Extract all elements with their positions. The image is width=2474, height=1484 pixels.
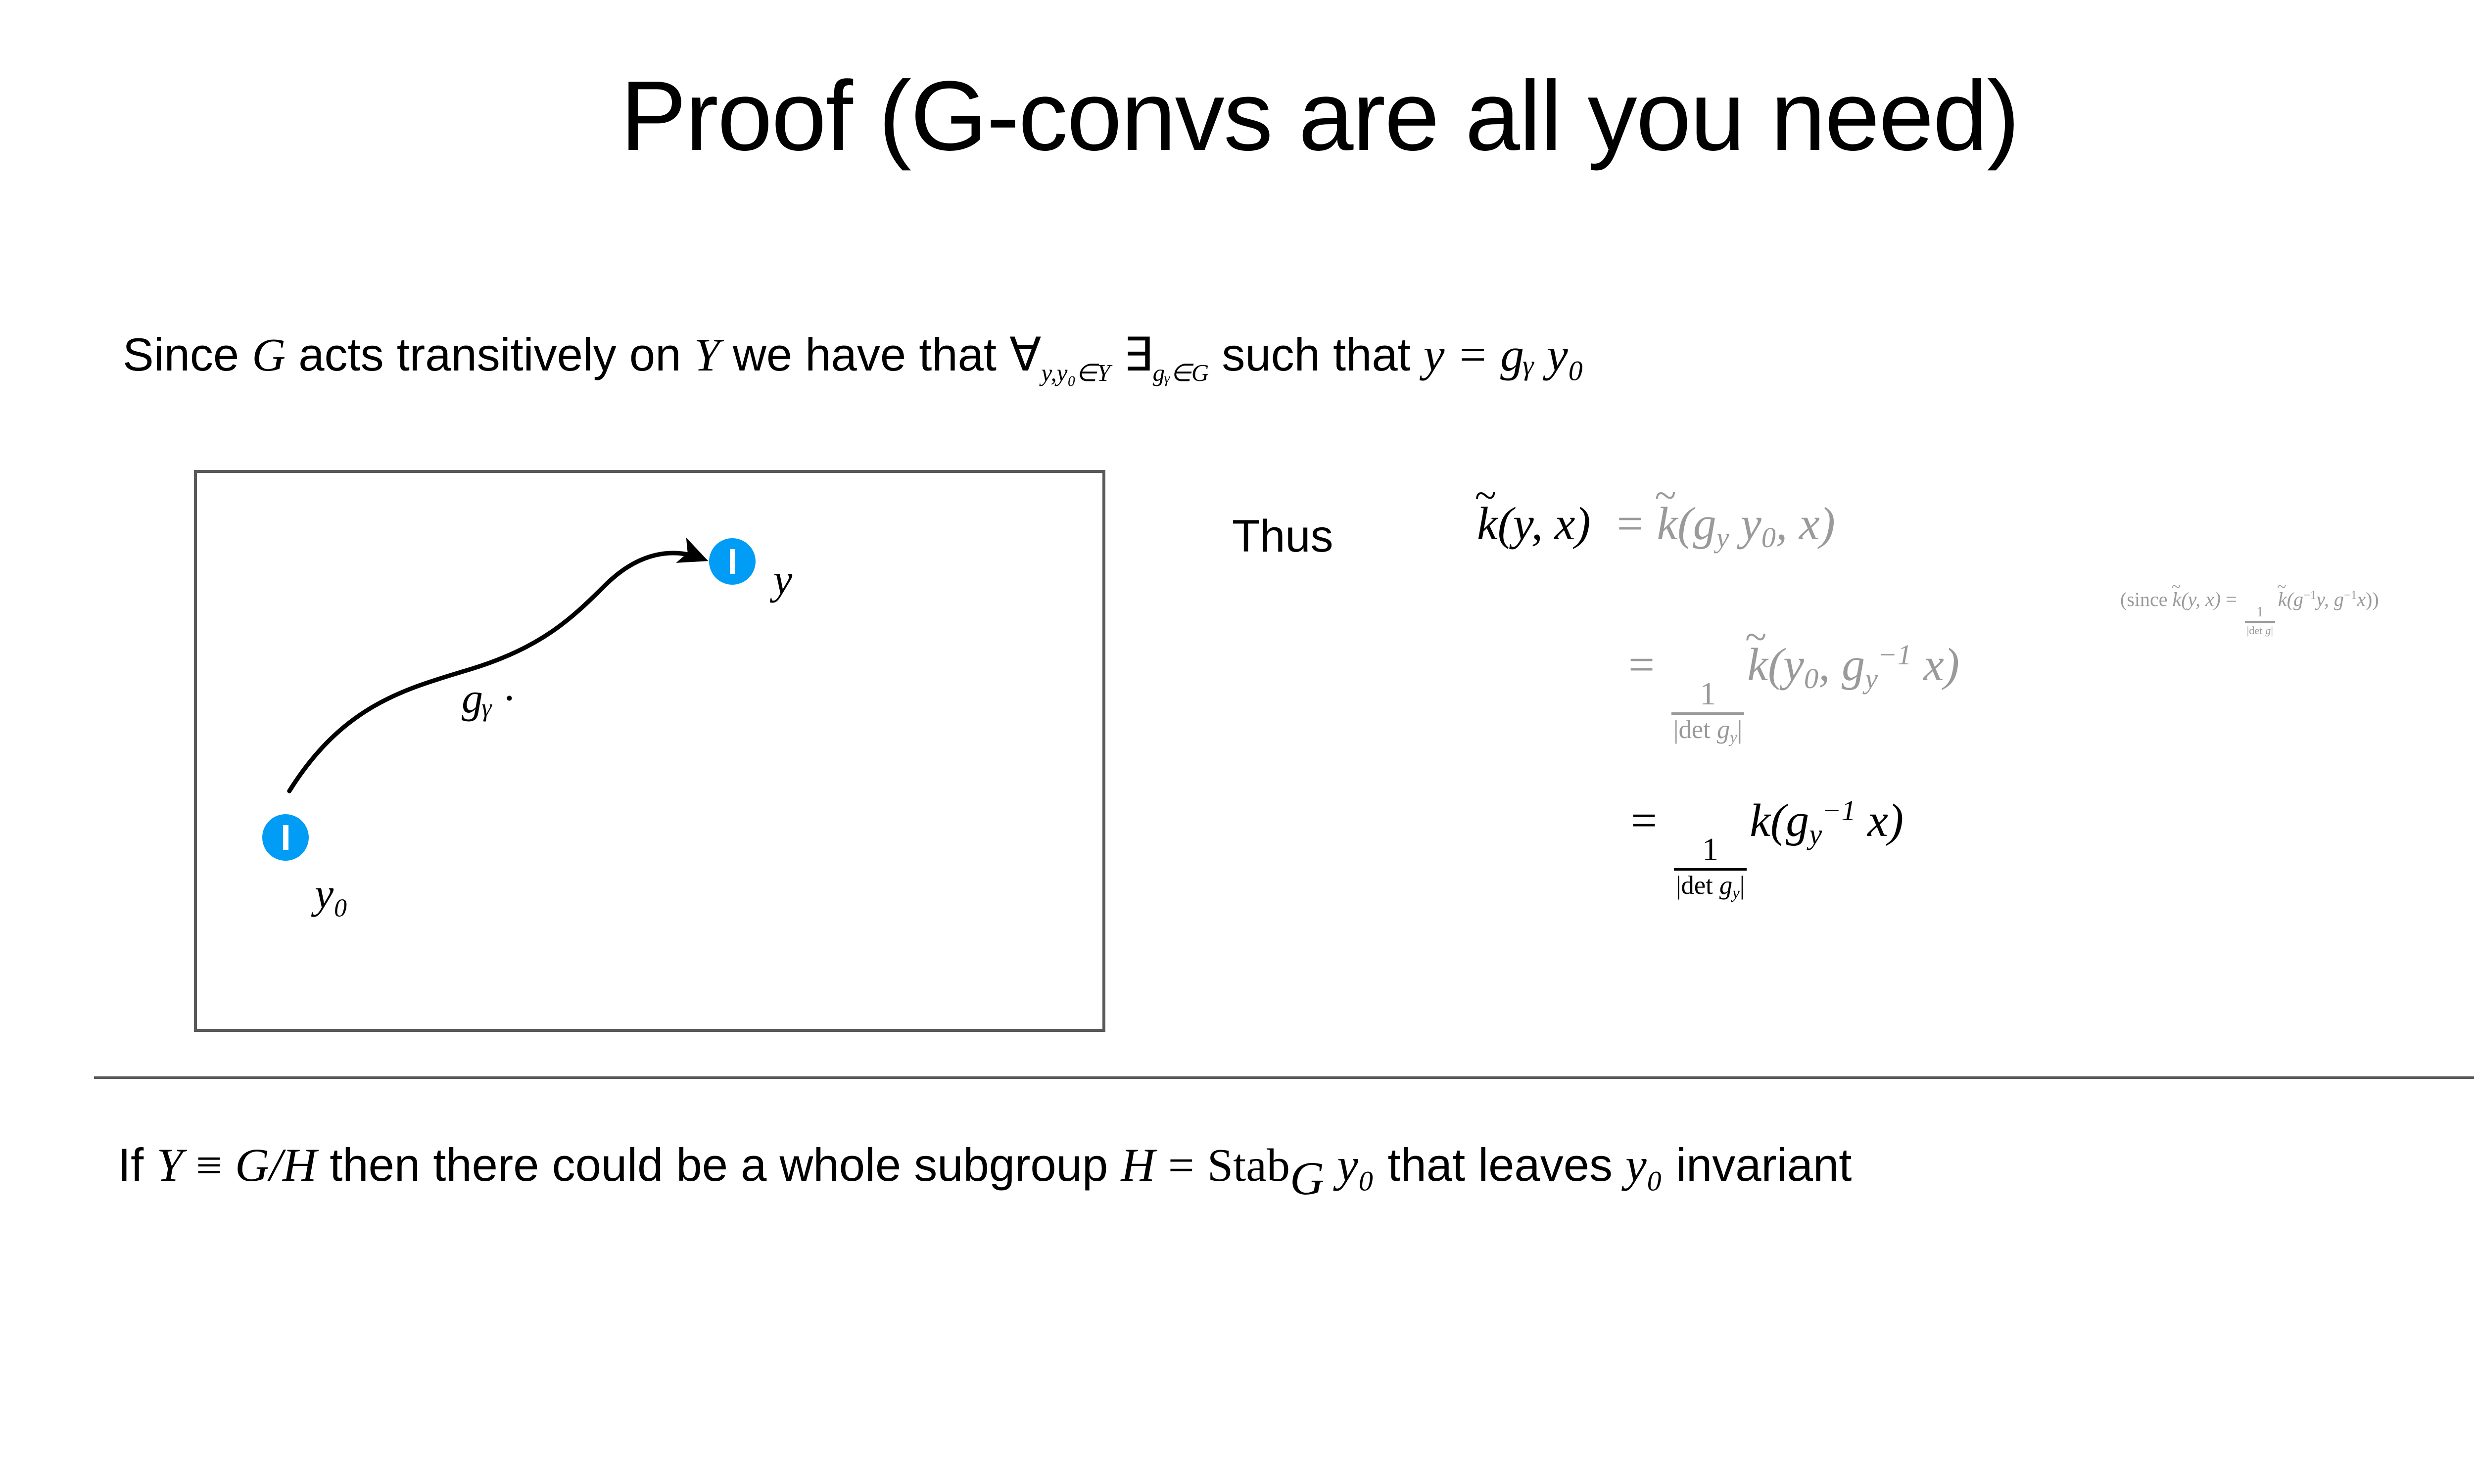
bottom-text-1: If (118, 1139, 157, 1191)
node-label-y0: y₀ (315, 870, 349, 917)
fraction-numerator: 1 (2256, 604, 2264, 620)
transitivity-text-4: such that (1209, 328, 1424, 380)
bottom-text-2: then there could be a whole subgroup (317, 1139, 1121, 1191)
stabilizer-argument: y₀ (1337, 1139, 1375, 1191)
bottom-text-3: that leaves (1375, 1139, 1626, 1191)
fraction-bar (2244, 621, 2275, 624)
fraction-denominator: |det gy| (1673, 715, 1743, 747)
fraction-bar (1673, 868, 1747, 871)
fraction-numerator: 1 (1700, 675, 1716, 712)
fraction-denominator: |det g| (2246, 624, 2273, 637)
tilde-accent-icon: ~ (2171, 578, 2181, 597)
tilde-accent-icon: ~ (1475, 474, 1497, 518)
section-divider (94, 1076, 2474, 1079)
tilde-kernel: ~ k (2171, 578, 2182, 610)
derivation-line3-relation: = (1628, 795, 1660, 847)
stabilizer-operator: Stab (1207, 1140, 1290, 1191)
subgroup-symbol-H: H (1121, 1139, 1155, 1191)
derivation-lead-word: Thus (1232, 511, 1333, 561)
derivation-line2-args: (y0, gy−1 x) (1768, 639, 1960, 695)
quotient-lhs-Y: Y (156, 1139, 183, 1191)
node-marker-y (709, 538, 756, 585)
marker-bar-icon (729, 549, 735, 574)
fraction-numerator: 1 (1702, 831, 1719, 868)
group-symbol-G: G (252, 329, 286, 381)
transitivity-statement: Since G acts transitively on Y we have t… (123, 326, 1584, 387)
derivation-line3-fraction: 1 |det gy| (1673, 831, 1747, 903)
stabilizer-subscript: G (1289, 1152, 1325, 1205)
kernel-tilde: ~ k (1745, 615, 1768, 691)
stabilizer-statement: If Y ≡ G/H then there could be a whole s… (118, 1138, 1852, 1206)
bottom-equals: = (1168, 1140, 1194, 1191)
exists-subscript: gᵧ∈G (1152, 359, 1209, 386)
derivation-line1-lhs-args: (y, x) (1497, 498, 1591, 550)
page-title: Proof (G-convs are all you need) (620, 61, 2020, 171)
transitivity-equation: y = gᵧ y₀ (1423, 328, 1584, 381)
derivation-line2-fraction: 1 |det gy| (1671, 675, 1745, 747)
inverse-det-fraction: 1 |det g| (2244, 604, 2275, 637)
forall-symbol: ∀ (1009, 329, 1042, 381)
bottom-text-4: invariant (1663, 1139, 1852, 1191)
derivation-line1-relation: = (1602, 498, 1657, 550)
derivation-line-3: = 1 |det gy| k(gy−1 x) (1628, 794, 1903, 902)
node-label-y: y (773, 556, 793, 603)
node-marker-y0 (262, 814, 309, 861)
derivation-line1-rhs: ~ k(gy y0, x) (1655, 474, 1835, 554)
derivation-line3-kernel: k(gy−1 x) (1750, 794, 1904, 851)
transitivity-text-3: we have that (719, 328, 1010, 380)
arrow-label-gy: gᵧ · (462, 674, 514, 722)
derivation-line-2: = 1 |det gy| ~ k(y0, gy−1 x) (1625, 615, 1960, 747)
fraction-denominator: |det gy| (1675, 871, 1745, 903)
transitivity-text-2: acts transitively on (285, 328, 694, 380)
kernel-tilde-lhs: ~ k (1475, 474, 1498, 550)
invariant-point: y₀ (1625, 1139, 1663, 1191)
tilde-accent-icon: ~ (1745, 615, 1767, 659)
exists-symbol: ∃ (1123, 329, 1153, 381)
orbit-diagram: gᵧ · y y₀ (194, 470, 1105, 1032)
derivation-line-1: ~ k(y, x) = ~ k(gy y0, x) (1475, 474, 1835, 554)
quotient-rhs-GH: G/H (235, 1139, 317, 1191)
since-annotation: (since ~ k(y, x) = 1 |det g| ~ k(g−1y, g−1… (2120, 578, 2379, 637)
equiv-symbol: ≡ (195, 1140, 222, 1191)
orbit-arrow-svg (287, 537, 709, 793)
marker-bar-icon (283, 825, 288, 850)
derivation-line2-relation: = (1625, 639, 1657, 691)
fraction-bar (1671, 712, 1745, 715)
forall-subscript: y,y₀∈Y (1041, 359, 1111, 386)
transitivity-text-1: Since (123, 328, 252, 380)
group-action-arrow (287, 537, 709, 793)
set-symbol-Y: Y (694, 329, 720, 381)
